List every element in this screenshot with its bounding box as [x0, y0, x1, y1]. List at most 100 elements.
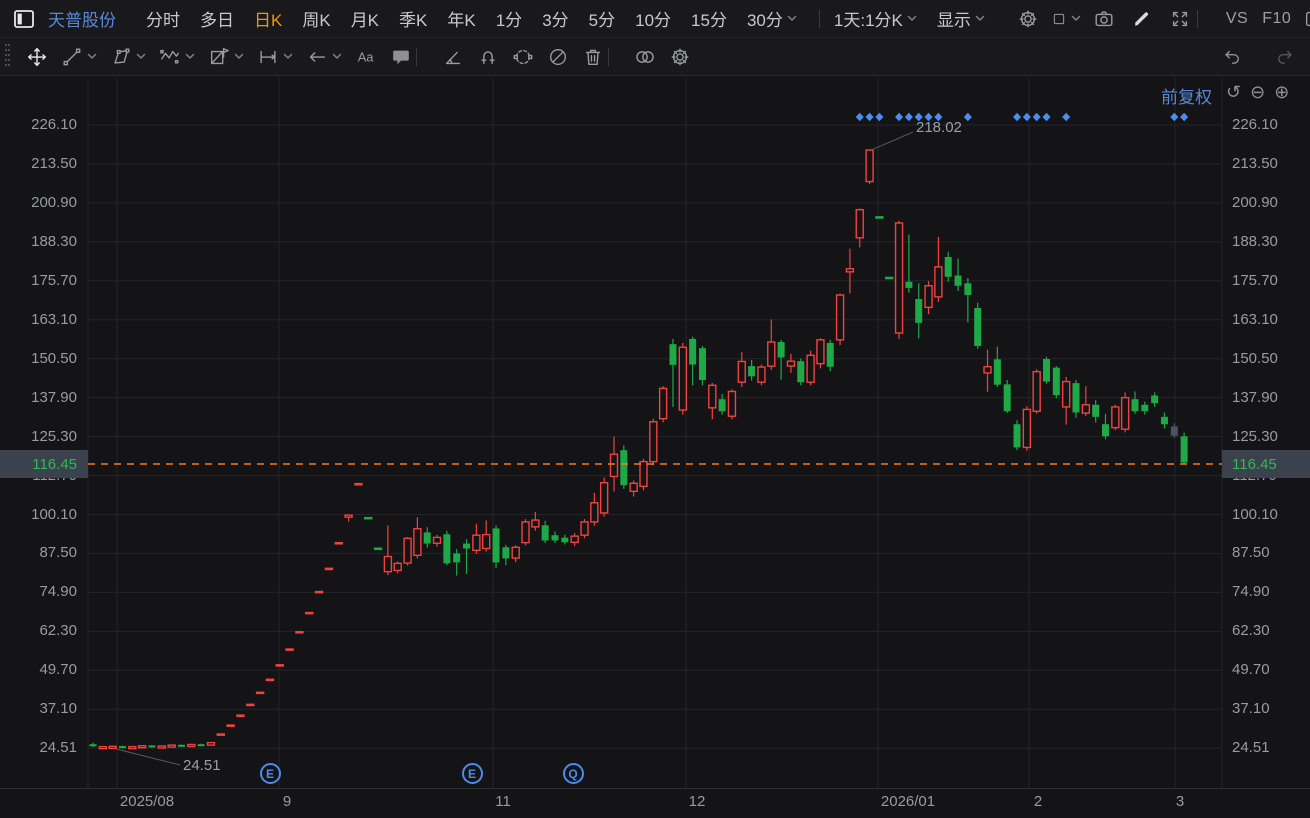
- pattern-tool-icon[interactable]: [206, 42, 246, 72]
- date-tick-label: 12: [688, 793, 706, 810]
- f10-button[interactable]: F10: [1262, 9, 1292, 27]
- panel-left-toggle-icon[interactable]: [12, 7, 36, 31]
- camera-icon[interactable]: [1089, 5, 1119, 33]
- menu-item-周K[interactable]: 周K: [302, 11, 331, 30]
- comment-tool-icon[interactable]: [388, 42, 414, 72]
- vs-button[interactable]: VS: [1225, 9, 1249, 27]
- chevron-down-icon: [787, 15, 797, 22]
- news-diamond-icon: [1180, 112, 1189, 122]
- toolbar-drag-handle-icon[interactable]: [5, 43, 15, 70]
- kline-chart[interactable]: 前复权 ↺ ⊖ ⊕ 226.10 213.50 200.90 188.30 175.70 16…: [0, 76, 1310, 818]
- news-diamond-icon: [875, 112, 884, 122]
- menu-item-多日[interactable]: 多日: [200, 11, 234, 30]
- period-menu: 分时 多日 日K 周K 月K 季K 年K 1分 3分 5分 10分 15分 30分 1天:1分K 显示: [146, 6, 1005, 31]
- gear-tool-icon[interactable]: [667, 42, 693, 72]
- price-tick-label: 213.50: [1232, 154, 1278, 172]
- adjust-mode-label[interactable]: 前复权: [1161, 88, 1212, 107]
- menu-item-3分[interactable]: 3分: [542, 11, 569, 30]
- start-low-annotation: 24.51: [183, 757, 221, 774]
- angle-tool-icon[interactable]: [440, 42, 466, 72]
- pencil-icon[interactable]: [1127, 5, 1157, 33]
- news-diamond-icon: [1013, 112, 1022, 122]
- price-tick-label: 163.10: [1232, 310, 1278, 328]
- chevron-down-icon: [185, 53, 195, 60]
- magnet-tool-icon[interactable]: [475, 42, 501, 72]
- price-tick-label: 74.90: [1232, 583, 1270, 601]
- panel-right-icon[interactable]: [1299, 5, 1310, 33]
- chevron-down-icon: [283, 53, 293, 60]
- price-tick-label: 37.10: [39, 700, 77, 718]
- chevron-down-icon: [1071, 15, 1081, 22]
- undo-redo-group: [1210, 42, 1298, 72]
- price-tick-label: 175.70: [1232, 271, 1278, 289]
- zoom-in-icon[interactable]: ⊕: [1274, 82, 1290, 102]
- chevron-down-icon: [87, 53, 97, 60]
- stock-name[interactable]: 天普股份: [48, 11, 116, 30]
- undo-icon[interactable]: [1219, 42, 1245, 72]
- top-menu-bar: 天普股份 分时 多日 日K 周K 月K 季K 年K 1分 3分 5分 10分 15分 30分 1天:1分K…: [0, 0, 1310, 38]
- menu-item-分时[interactable]: 分时: [146, 11, 180, 30]
- price-tick-label: 62.30: [39, 622, 77, 640]
- menu-item-1分[interactable]: 1分: [495, 11, 523, 30]
- gear-icon[interactable]: [1013, 5, 1043, 33]
- news-diamond-icon: [1042, 112, 1051, 122]
- announcement-marker-E[interactable]: E: [259, 763, 281, 784]
- price-tick-label: 24.51: [1232, 739, 1270, 757]
- toolbar-separator: [608, 47, 609, 66]
- price-tick-label: 188.30: [31, 232, 77, 250]
- menu-item-日K[interactable]: 日K: [254, 11, 283, 30]
- price-tick-label: 87.50: [1232, 544, 1270, 562]
- redo-icon[interactable]: [1272, 42, 1298, 72]
- news-diamond-icon: [904, 112, 913, 122]
- menu-item-季K[interactable]: 季K: [399, 11, 428, 30]
- date-tick-label: 2: [1033, 793, 1043, 810]
- menu-item-10分[interactable]: 10分: [635, 11, 672, 30]
- menu-item-1天:1分K[interactable]: 1天:1分K: [834, 6, 917, 31]
- date-tick-label: 9: [282, 793, 292, 810]
- date-tick-label: 2025/08: [119, 793, 175, 810]
- news-diamond-icon: [1022, 112, 1031, 122]
- price-tick-label: 226.10: [31, 116, 77, 133]
- axis-separator: [0, 788, 1310, 789]
- announcement-marker-E[interactable]: E: [461, 763, 483, 784]
- svg-text:Aa: Aa: [358, 49, 375, 64]
- news-diamond-icon: [865, 112, 874, 122]
- menu-item-15分[interactable]: 15分: [691, 11, 727, 30]
- announcement-marker-Q[interactable]: Q: [562, 763, 584, 784]
- price-tick-label: 49.70: [1232, 661, 1270, 679]
- reset-icon[interactable]: ↺: [1226, 82, 1242, 102]
- price-tick-label: 74.90: [39, 583, 77, 601]
- zoom-out-icon[interactable]: ⊖: [1250, 82, 1266, 102]
- toolbar-separator: [416, 47, 417, 66]
- price-tick-label: 150.50: [31, 349, 77, 367]
- wave-tool-icon[interactable]: [157, 42, 197, 72]
- menu-item-显示[interactable]: 显示: [937, 6, 985, 31]
- move-tool-icon[interactable]: [24, 42, 50, 72]
- price-tick-label: 49.70: [39, 661, 77, 679]
- menu-item-5分[interactable]: 5分: [588, 11, 616, 30]
- compare-circles-tool-icon[interactable]: [632, 42, 658, 72]
- text-tool-tool-icon[interactable]: Aa: [353, 42, 379, 72]
- price-tick-label: 200.90: [1232, 193, 1278, 211]
- lasso-tool-icon[interactable]: [510, 42, 536, 72]
- price-tick-label: 175.70: [31, 271, 77, 289]
- layout-square-icon[interactable]: [1051, 5, 1081, 33]
- price-tick-label: 62.30: [1232, 622, 1270, 640]
- price-tick-label: 137.90: [1232, 388, 1278, 406]
- menu-item-30分[interactable]: 30分: [747, 6, 797, 31]
- expand-icon[interactable]: [1165, 5, 1195, 33]
- drawing-tools: Aa: [15, 42, 693, 72]
- trash-tool-icon[interactable]: [580, 42, 606, 72]
- news-diamond-icon: [963, 112, 972, 122]
- price-tick-label: 100.10: [31, 505, 77, 523]
- menu-item-月K[interactable]: 月K: [350, 11, 380, 30]
- measure-tool-icon[interactable]: [255, 42, 295, 72]
- arrow-left-tool-icon[interactable]: [304, 42, 344, 72]
- pitchfork-tool-icon[interactable]: [108, 42, 148, 72]
- trendline-tool-icon[interactable]: [59, 42, 99, 72]
- chevron-down-icon: [332, 53, 342, 60]
- ban-tool-icon[interactable]: [545, 42, 571, 72]
- price-tick-label: 24.51: [39, 739, 77, 757]
- menu-item-年K[interactable]: 年K: [447, 11, 476, 30]
